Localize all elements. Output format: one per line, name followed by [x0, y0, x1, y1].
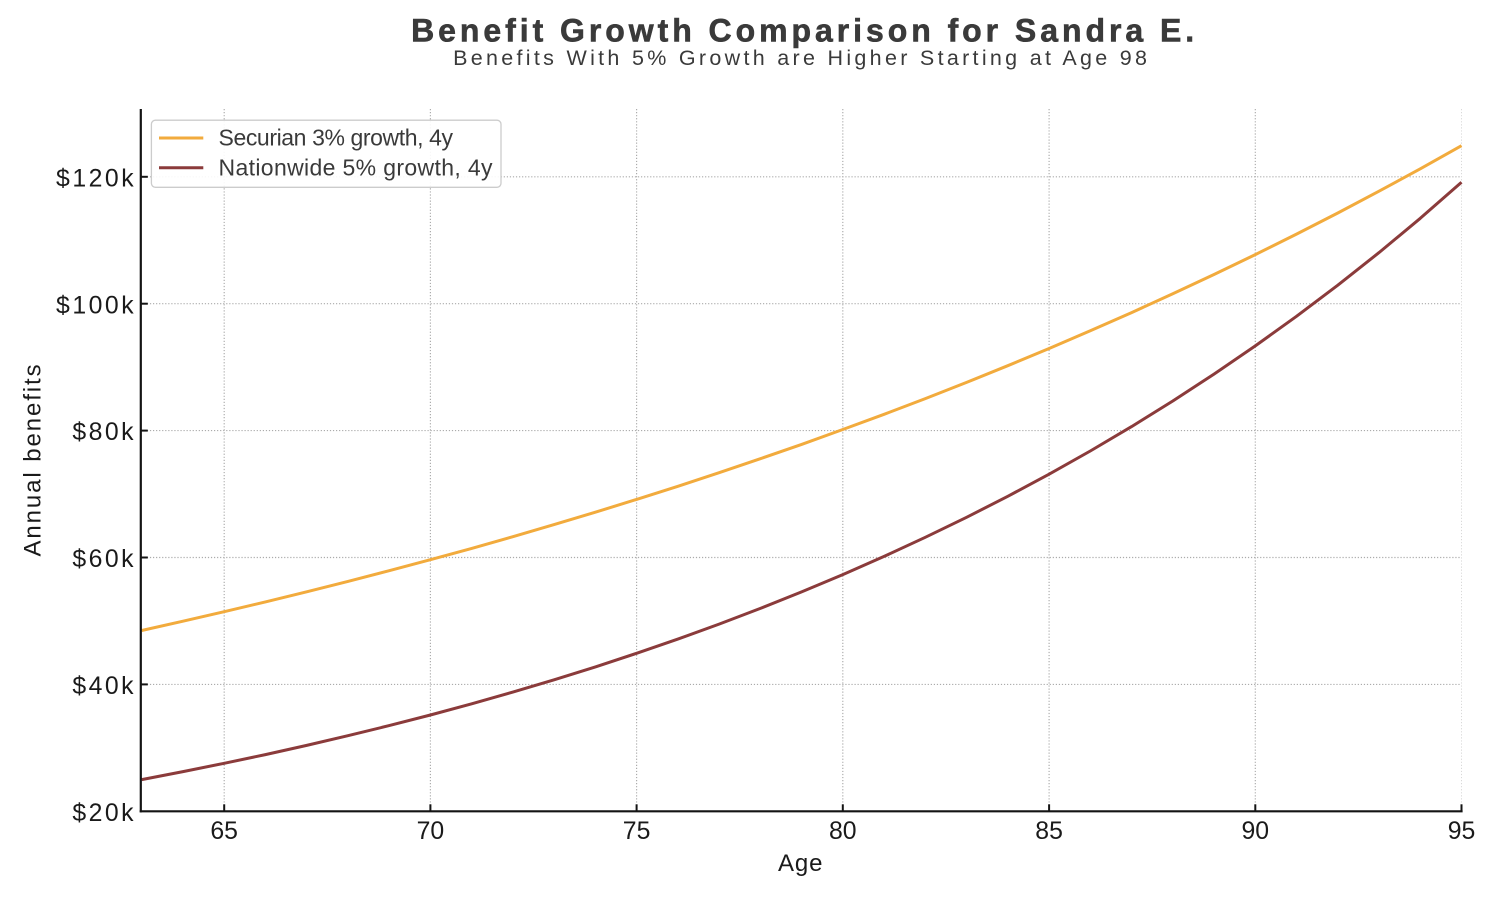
svg-text:Nationwide 5% growth, 4y: Nationwide 5% growth, 4y [219, 154, 493, 180]
svg-text:$60k: $60k [72, 546, 136, 573]
svg-text:85: 85 [1035, 818, 1063, 845]
svg-text:75: 75 [623, 818, 651, 845]
svg-text:Securian 3% growth, 4y: Securian 3% growth, 4y [219, 125, 454, 151]
svg-text:70: 70 [417, 818, 445, 845]
svg-text:Annual benefits: Annual benefits [19, 363, 46, 557]
svg-text:80: 80 [829, 818, 857, 845]
svg-text:Benefits With 5% Growth are Hi: Benefits With 5% Growth are Higher Start… [453, 46, 1150, 70]
svg-text:$120k: $120k [56, 165, 136, 192]
svg-text:90: 90 [1242, 818, 1270, 845]
svg-text:95: 95 [1448, 818, 1476, 845]
svg-text:Benefit Growth Comparison for: Benefit Growth Comparison for Sandra E. [411, 13, 1198, 49]
svg-text:$40k: $40k [72, 673, 136, 700]
svg-text:$20k: $20k [72, 800, 136, 827]
svg-text:$100k: $100k [56, 292, 136, 319]
svg-text:65: 65 [210, 818, 238, 845]
svg-text:$80k: $80k [72, 419, 136, 446]
svg-text:Age: Age [778, 850, 823, 877]
